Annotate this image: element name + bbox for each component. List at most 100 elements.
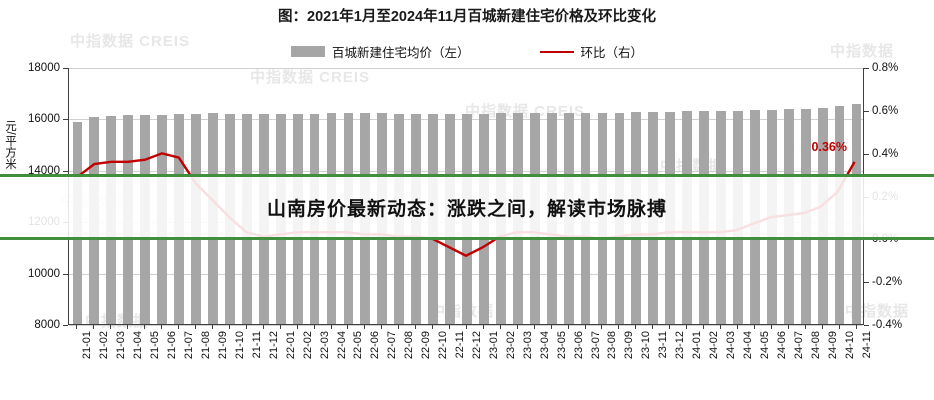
- x-axis-tick: [601, 325, 603, 329]
- x-axis-tick-label: 23-12: [674, 331, 687, 360]
- x-axis-tick: [720, 325, 722, 329]
- x-axis-tick: [381, 325, 383, 329]
- x-axis-tick: [195, 325, 197, 329]
- x-axis-tick-label: 22-05: [352, 331, 365, 360]
- overlay-banner-text: 山南房价最新动态：涨跌之间，解读市场脉搏: [266, 198, 667, 220]
- x-axis-tick: [178, 325, 180, 329]
- y-axis-tick-label: 8000: [34, 319, 60, 331]
- y2-axis-tick: [864, 325, 869, 326]
- x-axis-tick-label: 24-02: [708, 331, 721, 360]
- y2-axis-tick: [864, 68, 869, 69]
- x-axis-tick-label: 24-07: [792, 331, 805, 360]
- x-axis-tick: [432, 325, 434, 329]
- y-axis-tick-label: 14000: [28, 164, 60, 177]
- x-axis-tick-label: 22-12: [471, 331, 483, 360]
- x-axis-tick: [347, 325, 349, 329]
- x-axis-tick-label: 23-11: [657, 331, 670, 359]
- x-axis-tick-label: 23-03: [521, 331, 534, 360]
- legend-line-swatch: [539, 50, 574, 53]
- y-axis-tick: [63, 325, 68, 326]
- x-axis-tick-label: 21-09: [216, 331, 229, 360]
- y-axis-tick-label: 18000: [28, 62, 60, 74]
- x-axis-tick-label: 23-01: [487, 331, 500, 360]
- y2-axis-tick: [864, 153, 869, 155]
- x-axis-tick: [787, 325, 789, 329]
- x-axis-tick-label: 22-10: [437, 331, 450, 360]
- x-axis-tick-label: 22-09: [420, 331, 433, 360]
- x-axis-tick-label: 22-02: [301, 331, 314, 360]
- x-axis-tick: [770, 325, 772, 329]
- legend-bar-swatch: [290, 46, 325, 57]
- x-axis-tick: [398, 325, 400, 329]
- y-axis-title-text: 元/平方米: [4, 120, 16, 170]
- x-axis-tick: [584, 325, 586, 329]
- x-axis-tick: [821, 325, 823, 329]
- x-axis-tick: [279, 325, 281, 329]
- x-axis-tick: [313, 325, 315, 329]
- y-axis-tick: [63, 273, 68, 275]
- x-axis-tick: [703, 325, 705, 329]
- x-axis-tick-label: 22-08: [403, 331, 416, 360]
- x-axis-tick-label: 21-03: [115, 331, 128, 360]
- y-axis-tick-label: 16000: [28, 113, 60, 126]
- x-axis-tick: [144, 325, 146, 329]
- y2-axis-tick: [864, 110, 869, 112]
- x-axis-tick-label: 21-07: [183, 331, 196, 360]
- y2-axis-tick-label: -0.4%: [872, 319, 903, 331]
- x-axis-tick: [669, 325, 671, 329]
- x-axis-tick-label: 21-01: [81, 331, 94, 360]
- legend-bar-label: 百城新建住宅均价（左）: [331, 46, 470, 60]
- x-axis-tick-label: 21-11: [250, 331, 263, 359]
- x-axis-tick-label: 24-10: [843, 331, 856, 360]
- legend-item-bar: 百城新建住宅均价（左）: [290, 42, 470, 61]
- y-axis-tick: [63, 119, 68, 121]
- y2-axis-tick-label: -0.2%: [872, 276, 903, 289]
- x-axis-tick: [161, 325, 163, 329]
- x-axis-tick-label: 23-07: [589, 331, 602, 360]
- y-axis-tick: [63, 68, 68, 69]
- x-axis-tick: [736, 325, 738, 329]
- x-axis-tick-label: 21-04: [132, 331, 145, 360]
- x-axis-tick: [127, 325, 129, 329]
- x-axis-tick: [635, 325, 637, 329]
- chart-title: 图：2021年1月至2024年11月百城新建住宅价格及环比变化: [278, 9, 656, 25]
- legend-item-line: 环比（右）: [539, 42, 643, 61]
- x-axis-tick-label: 22-04: [335, 331, 348, 360]
- overlay-banner: 山南房价最新动态：涨跌之间，解读市场脉搏: [0, 174, 934, 240]
- x-axis-tick: [567, 325, 569, 329]
- x-axis-tick-label: 23-02: [504, 331, 517, 360]
- y2-axis-tick-label: 0.6%: [872, 104, 899, 117]
- x-axis-tick: [110, 325, 112, 329]
- x-axis-tick: [686, 325, 688, 329]
- y-axis-title: 元/平方米: [2, 120, 18, 173]
- x-axis-tick: [364, 325, 366, 329]
- gridline: [69, 68, 863, 69]
- x-axis-tick: [753, 325, 755, 329]
- x-axis-tick-label: 23-10: [640, 331, 653, 360]
- last-value-annotation: 0.36%: [811, 140, 847, 155]
- x-axis-tick-label: 24-05: [758, 331, 771, 360]
- x-axis-tick: [804, 325, 806, 329]
- x-axis-tick: [499, 325, 501, 329]
- x-axis-tick-label: 21-08: [200, 331, 213, 360]
- x-axis-tick-label: 23-09: [623, 331, 636, 360]
- chart-legend: 百城新建住宅均价（左） 环比（右）: [0, 42, 934, 61]
- x-axis-tick-label: 22-06: [369, 331, 382, 360]
- x-axis-tick: [296, 325, 298, 329]
- x-axis-tick: [228, 325, 230, 329]
- y-axis-tick-label: 10000: [28, 267, 60, 280]
- x-axis-tick: [76, 325, 78, 329]
- x-axis-tick-label: 21-06: [166, 331, 179, 360]
- x-axis-tick-label: 24-01: [691, 331, 704, 360]
- x-axis-tick: [449, 325, 451, 329]
- y2-axis-tick-label: 0.8%: [872, 62, 899, 74]
- x-axis-tick-label: 24-11: [860, 331, 873, 359]
- x-axis-tick-label: 22-01: [284, 331, 297, 360]
- x-axis-tick-label: 24-06: [775, 331, 788, 360]
- x-axis-tick: [482, 325, 484, 329]
- y2-axis-tick: [864, 282, 869, 284]
- x-axis-tick: [618, 325, 620, 329]
- x-axis-tick-label: 22-07: [386, 331, 399, 360]
- x-axis-tick-label: 24-08: [809, 331, 822, 360]
